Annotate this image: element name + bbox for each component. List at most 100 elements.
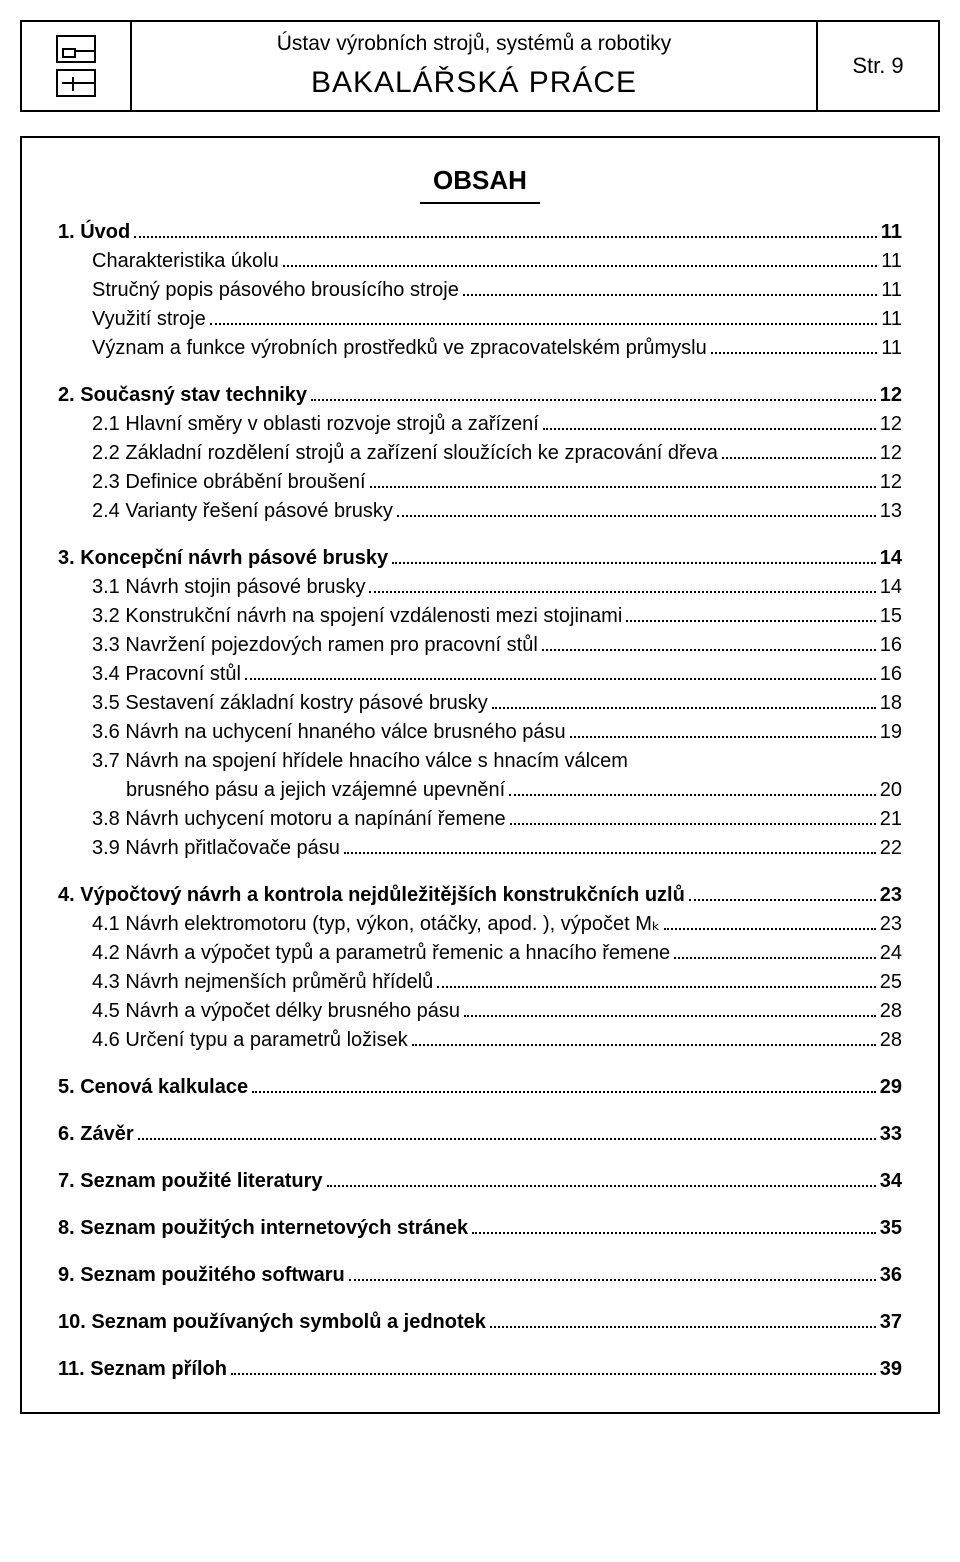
toc-label: 3. Koncepční návrh pásové brusky [58,544,388,573]
toc-label: 2.1 Hlavní směry v oblasti rozvoje stroj… [58,410,539,439]
toc-page: 22 [880,834,902,863]
toc-page: 15 [880,602,902,631]
toc-line: 2.3 Definice obrábění broušení12 [58,468,902,497]
toc-line: Význam a funkce výrobních prostředků ve … [58,334,902,363]
toc-label: 3.9 Návrh přitlačovače pásu [58,834,340,863]
toc-line: brusného pásu a jejich vzájemné upevnění… [58,776,902,805]
toc-page: 35 [880,1214,902,1243]
toc-leader-dots [711,352,878,354]
toc-page: 33 [880,1120,902,1149]
toc-label: 3.7 Návrh na spojení hřídele hnacího vál… [58,747,628,776]
toc-heading-underline [420,202,540,204]
toc-spacer [58,1290,902,1308]
toc-page: 12 [880,439,902,468]
toc-leader-dots [412,1044,876,1046]
toc-line: 3.2 Konstrukční návrh na spojení vzdálen… [58,602,902,631]
toc-label: 3.1 Návrh stojin pásové brusky [58,573,365,602]
toc-page: 16 [880,631,902,660]
toc-line: 4.5 Návrh a výpočet délky brusného pásu 2… [58,997,902,1026]
toc-line: 3.4 Pracovní stůl16 [58,660,902,689]
toc-page: 12 [880,410,902,439]
toc-page: 20 [880,776,902,805]
toc-page: 16 [880,660,902,689]
institution-name: Ústav výrobních strojů, systémů a roboti… [132,22,816,62]
toc-label: 2. Současný stav techniky [58,381,307,410]
toc-page: 23 [880,881,902,910]
toc-leader-dots [543,428,876,430]
toc-spacer [58,363,902,381]
toc-line: 3.8 Návrh uchycení motoru a napínání řem… [58,805,902,834]
toc-leader-dots [722,457,876,459]
page-number: Str. 9 [852,53,903,79]
toc-leader-dots [509,794,876,796]
toc-leader-dots [392,562,876,564]
toc-line: 4.1 Návrh elektromotoru (typ, výkon, otá… [58,910,902,939]
toc-leader-dots [510,823,876,825]
toc-page: 23 [880,910,902,939]
toc-leader-dots [492,707,876,709]
toc-label: brusného pásu a jejich vzájemné upevnění [58,776,505,805]
toc-page: 37 [880,1308,902,1337]
toc-line: 4.6 Určení typu a parametrů ložisek 28 [58,1026,902,1055]
toc-label: Využití stroje [58,305,206,334]
toc-line: 5. Cenová kalkulace29 [58,1073,902,1102]
toc-leader-dots [674,957,876,959]
toc-leader-dots [252,1091,876,1093]
toc-spacer [58,1243,902,1261]
toc-label: 2.3 Definice obrábění broušení [58,468,366,497]
toc-page: 18 [880,689,902,718]
content-box: OBSAH 1. Úvod11Charakteristika úkolu 11 St… [20,136,940,1414]
toc-page: 39 [880,1355,902,1384]
toc-page: 11 [881,218,902,247]
toc-leader-dots [689,899,876,901]
toc-page: 25 [880,968,902,997]
toc-page: 11 [881,276,902,305]
toc-leader-dots [464,1015,876,1017]
toc-leader-dots [472,1232,876,1234]
toc-line: 9. Seznam použitého softwaru36 [58,1261,902,1290]
logo-icon-top [56,35,96,63]
toc-label: 3.2 Konstrukční návrh na spojení vzdálen… [58,602,622,631]
toc-page: 24 [880,939,902,968]
toc-leader-dots [344,852,876,854]
toc-page: 34 [880,1167,902,1196]
toc-line: 1. Úvod11 [58,218,902,247]
toc-page: 28 [880,997,902,1026]
toc-label: 11. Seznam příloh [58,1355,227,1384]
toc-line: 4. Výpočtový návrh a kontrola nejdůležit… [58,881,902,910]
toc-line: 2.4 Varianty řešení pásové brusky13 [58,497,902,526]
toc-leader-dots [311,399,876,401]
toc-leader-dots [463,294,877,296]
toc-leader-dots [349,1279,876,1281]
toc-line: 11. Seznam příloh 39 [58,1355,902,1384]
toc-label: 4. Výpočtový návrh a kontrola nejdůležit… [58,881,685,910]
toc-page: 11 [881,247,902,276]
toc-leader-dots [370,486,876,488]
toc-line: 3.7 Návrh na spojení hřídele hnacího vál… [58,747,902,776]
toc-line: 8. Seznam použitých internetových stráne… [58,1214,902,1243]
toc-page: 11 [881,305,902,334]
toc-line: 3.9 Návrh přitlačovače pásu 22 [58,834,902,863]
toc-leader-dots [283,265,877,267]
toc-label: 2.2 Základní rozdělení strojů a zařízení… [58,439,718,468]
toc-leader-dots [210,323,877,325]
toc-body: 1. Úvod11Charakteristika úkolu 11 Stručný … [58,218,902,1384]
toc-spacer [58,1149,902,1167]
toc-label: 7. Seznam použité literatury [58,1167,323,1196]
toc-leader-dots [570,736,876,738]
toc-page: 28 [880,1026,902,1055]
toc-label: 4.6 Určení typu a parametrů ložisek [58,1026,408,1055]
title-cell: Ústav výrobních strojů, systémů a roboti… [132,22,818,110]
toc-label: 4.5 Návrh a výpočet délky brusného pásu [58,997,460,1026]
toc-leader-dots [490,1326,876,1328]
toc-page: 29 [880,1073,902,1102]
toc-label: Charakteristika úkolu [58,247,279,276]
document-type: BAKALÁŘSKÁ PRÁCE [132,62,816,110]
toc-line: 3.5 Sestavení základní kostry pásové bru… [58,689,902,718]
toc-heading: OBSAH [58,162,902,200]
toc-leader-dots [369,591,875,593]
toc-line: 3.3 Navržení pojezdových ramen pro praco… [58,631,902,660]
toc-line: Využití stroje 11 [58,305,902,334]
toc-label: Stručný popis pásového brousícího stroje [58,276,459,305]
toc-line: 10. Seznam používaných symbolů a jednote… [58,1308,902,1337]
